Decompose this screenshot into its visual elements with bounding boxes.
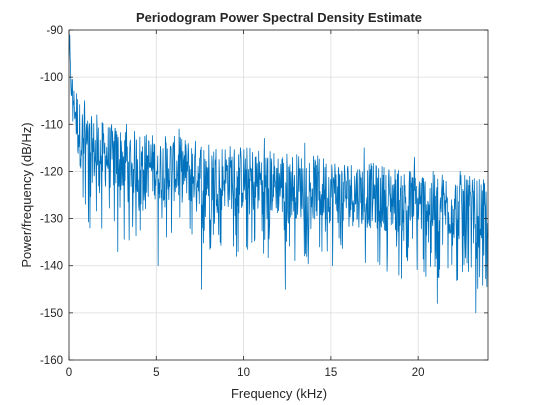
y-tick-label: -100 [40, 72, 63, 84]
x-tick-label: 5 [153, 367, 159, 379]
y-tick-label: -140 [40, 261, 63, 273]
y-tick-label: -130 [40, 214, 63, 226]
axes-box [68, 29, 489, 361]
psd-line [68, 34, 489, 314]
y-tick-label: -160 [40, 355, 63, 367]
y-axis-ticks: -160 -150 -140 -130 -120 -110 -100 -90 [40, 25, 488, 367]
x-tick-label: 0 [66, 367, 72, 379]
chart-title: Periodogram Power Spectral Density Estim… [136, 10, 422, 25]
psd-trace [68, 34, 489, 314]
x-axis-ticks: 0 5 10 15 20 [66, 30, 425, 379]
x-axis-label: Frequency (kHz) [231, 386, 327, 401]
y-tick-label: -90 [46, 25, 63, 37]
y-tick-label: -150 [40, 308, 63, 320]
y-tick-label: -120 [40, 166, 63, 178]
x-tick-label: 10 [237, 367, 250, 379]
x-tick-label: 15 [324, 367, 337, 379]
y-tick-label: -110 [41, 119, 63, 131]
x-tick-label: 20 [412, 367, 425, 379]
y-axis-label: Power/frequency (dB/Hz) [19, 122, 34, 267]
